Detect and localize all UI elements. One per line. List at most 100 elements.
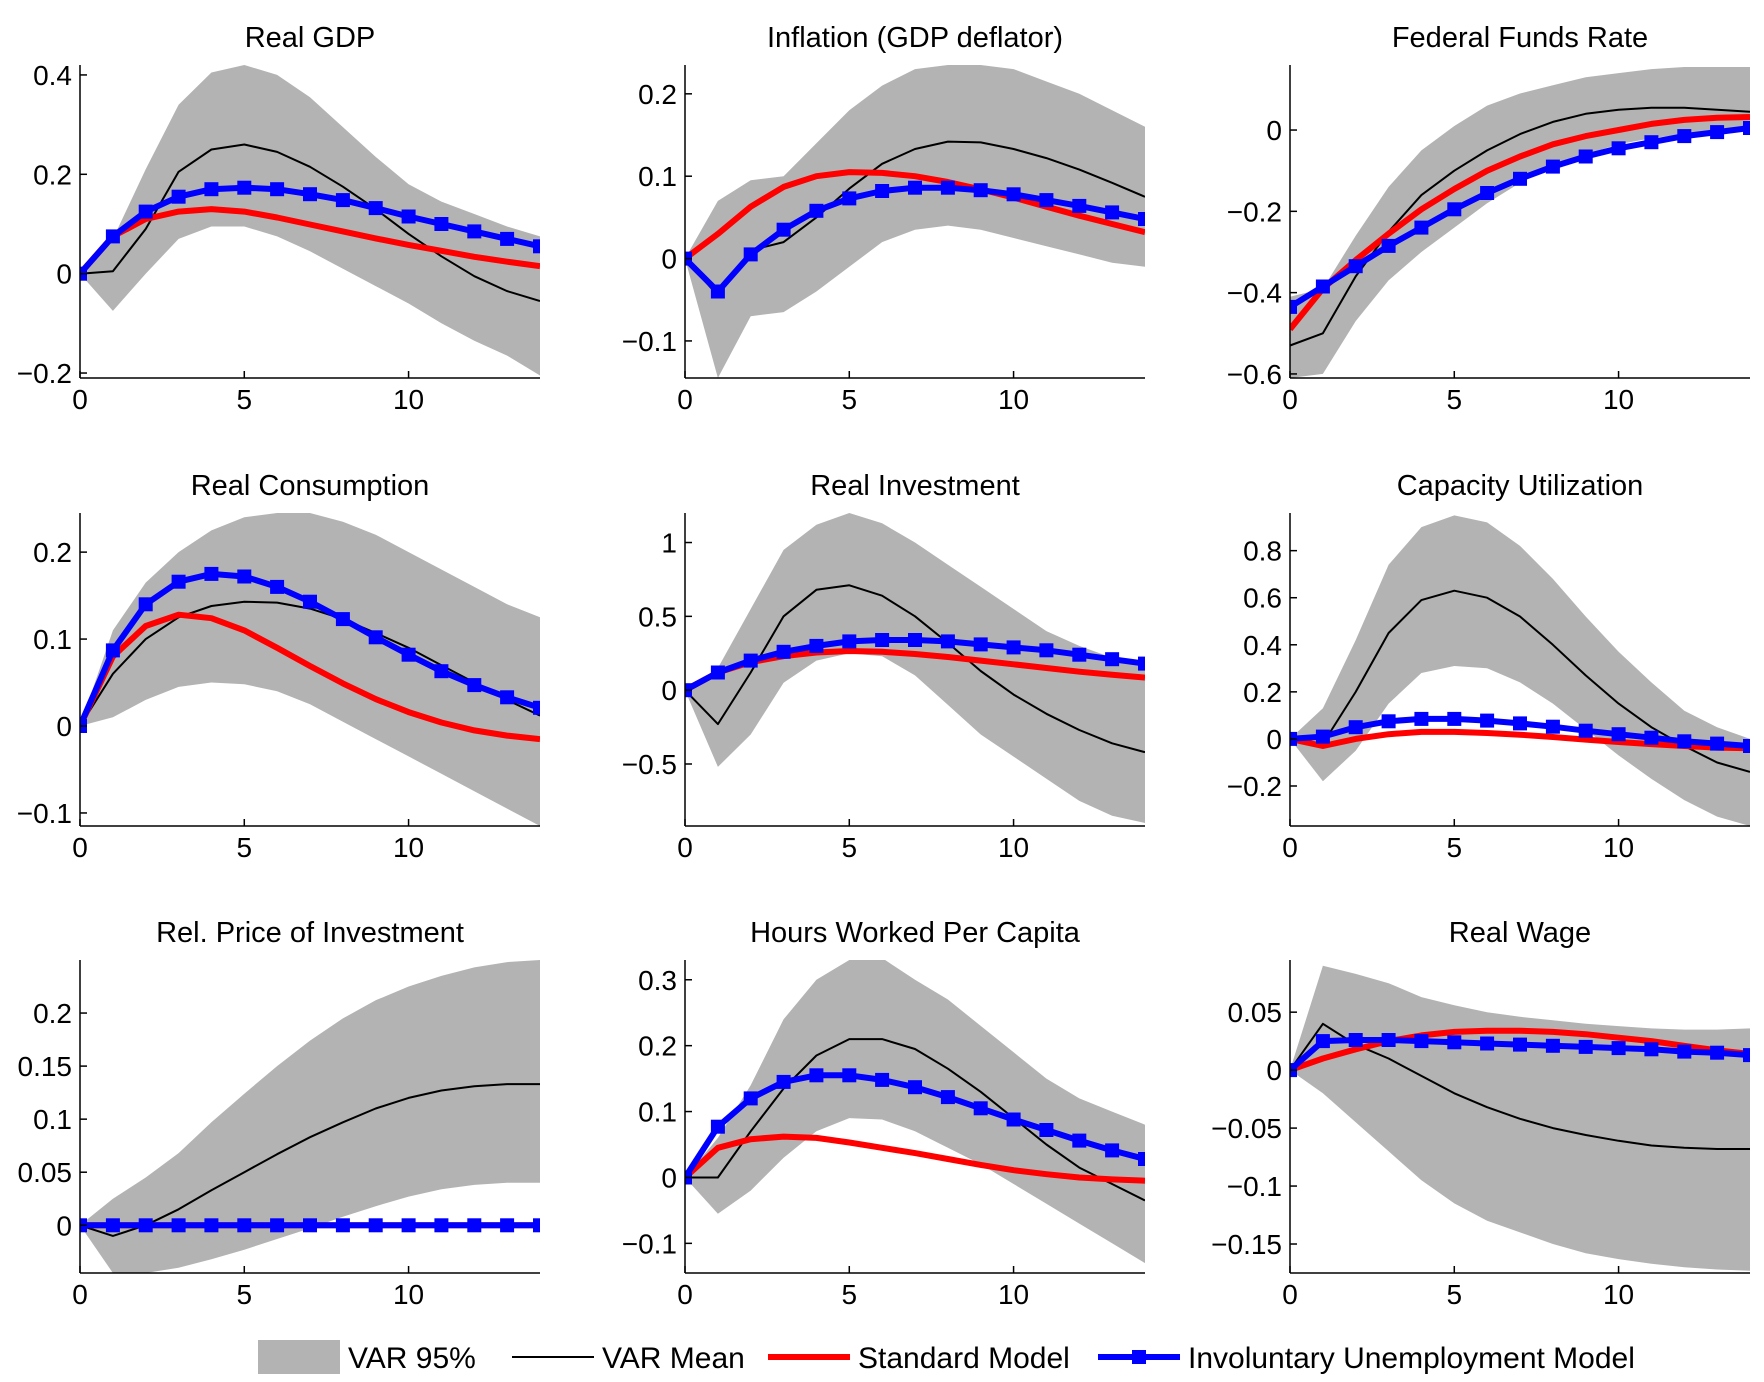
involuntary-marker <box>875 1072 890 1087</box>
y-tick-label: 0.2 <box>33 998 72 1029</box>
involuntary-marker <box>500 231 515 246</box>
involuntary-marker <box>270 1218 285 1233</box>
involuntary-marker <box>940 634 955 649</box>
y-tick-label: 0.5 <box>638 601 677 632</box>
involuntary-marker <box>1447 1035 1462 1050</box>
involuntary-marker <box>743 247 758 262</box>
involuntary-marker <box>1348 720 1363 735</box>
involuntary-marker <box>1578 1039 1593 1054</box>
involuntary-marker <box>368 201 383 216</box>
involuntary-marker <box>973 1101 988 1116</box>
involuntary-marker <box>1480 713 1495 728</box>
involuntary-marker <box>842 1068 857 1083</box>
involuntary-marker <box>842 191 857 206</box>
involuntary-marker <box>1006 187 1021 202</box>
y-tick-label: 0 <box>661 675 677 706</box>
y-tick-label: 0 <box>1266 1055 1282 1086</box>
involuntary-marker <box>1039 643 1054 658</box>
y-tick-label: 0.15 <box>18 1051 73 1082</box>
legend-involuntary-marker <box>1132 1350 1146 1364</box>
involuntary-marker <box>908 1080 922 1095</box>
var-95-band <box>80 513 540 826</box>
y-tick-label: 0 <box>1266 115 1282 146</box>
involuntary-marker <box>1381 714 1396 729</box>
var-95-band <box>80 65 540 376</box>
involuntary-marker <box>875 184 890 198</box>
involuntary-marker <box>105 1218 120 1233</box>
involuntary-marker <box>908 633 922 647</box>
y-tick-label: 0.6 <box>1243 583 1282 614</box>
involuntary-marker <box>105 229 120 244</box>
involuntary-marker <box>1710 1045 1725 1060</box>
involuntary-marker <box>1138 212 1145 226</box>
x-tick-label: 10 <box>1603 384 1634 415</box>
y-tick-label: −0.2 <box>17 358 72 389</box>
panel-title: Capacity Utilization <box>1397 470 1644 502</box>
y-tick-label: 0.1 <box>33 1104 72 1135</box>
y-tick-label: 0.2 <box>638 1031 677 1062</box>
involuntary-marker <box>1447 711 1462 726</box>
y-tick-label: −0.1 <box>1227 1171 1282 1202</box>
involuntary-marker <box>743 653 758 668</box>
involuntary-marker <box>270 182 285 197</box>
x-tick-label: 5 <box>236 1279 252 1310</box>
involuntary-marker <box>1513 171 1527 186</box>
y-tick-label: 0.4 <box>1243 630 1282 661</box>
involuntary-marker <box>842 634 857 649</box>
involuntary-marker <box>973 637 988 652</box>
x-tick-label: 0 <box>677 1279 693 1310</box>
plot-area <box>1290 965 1750 1271</box>
y-tick-label: 0.3 <box>638 965 677 996</box>
involuntary-marker <box>1513 1037 1527 1052</box>
y-tick-label: 0.1 <box>638 161 677 192</box>
var-95-band <box>1290 67 1750 378</box>
involuntary-marker <box>138 597 153 612</box>
involuntary-marker <box>1677 734 1692 749</box>
y-tick-label: −0.2 <box>1227 196 1282 227</box>
involuntary-marker <box>1644 1042 1659 1057</box>
involuntary-marker <box>1006 640 1021 655</box>
involuntary-marker <box>710 1119 725 1134</box>
plot-area <box>80 960 540 1273</box>
involuntary-marker <box>1072 647 1087 662</box>
involuntary-marker <box>1480 186 1495 200</box>
involuntary-marker <box>303 594 317 609</box>
x-tick-label: 10 <box>393 832 424 863</box>
involuntary-marker <box>710 284 725 299</box>
involuntary-marker <box>368 630 383 645</box>
involuntary-marker <box>500 1218 515 1233</box>
panel-title: Hours Worked Per Capita <box>750 917 1081 949</box>
involuntary-marker <box>204 182 219 197</box>
involuntary-marker <box>1710 125 1725 140</box>
involuntary-marker <box>1105 652 1120 667</box>
x-tick-label: 10 <box>393 1279 424 1310</box>
panel-title: Rel. Price of Investment <box>156 917 464 949</box>
involuntary-marker <box>809 203 824 218</box>
y-tick-label: 0 <box>661 1162 677 1193</box>
involuntary-marker <box>401 1218 416 1233</box>
x-tick-label: 0 <box>72 1279 88 1310</box>
involuntary-marker <box>434 1218 449 1233</box>
y-tick-label: 0 <box>56 259 72 290</box>
y-tick-label: 0.1 <box>638 1097 677 1128</box>
standard-line <box>1290 728 1750 752</box>
y-tick-label: −0.5 <box>622 749 677 780</box>
involuntary-marker <box>1290 299 1297 314</box>
involuntary-marker <box>1414 1034 1429 1049</box>
involuntary-marker <box>1545 159 1560 174</box>
y-tick-label: 1 <box>661 528 677 559</box>
var-95-band <box>685 65 1145 378</box>
involuntary-marker <box>1743 739 1750 753</box>
involuntary-marker <box>204 566 219 581</box>
involuntary-marker <box>710 665 725 680</box>
y-tick-label: −0.05 <box>1211 1113 1282 1144</box>
var-95-band <box>80 960 540 1273</box>
involuntary-marker <box>1381 1033 1396 1047</box>
standard-line <box>80 611 540 743</box>
y-tick-label: −0.4 <box>1227 278 1282 309</box>
involuntary-marker <box>1743 121 1750 135</box>
involuntary-marker <box>743 1091 758 1106</box>
x-tick-label: 0 <box>1282 1279 1298 1310</box>
